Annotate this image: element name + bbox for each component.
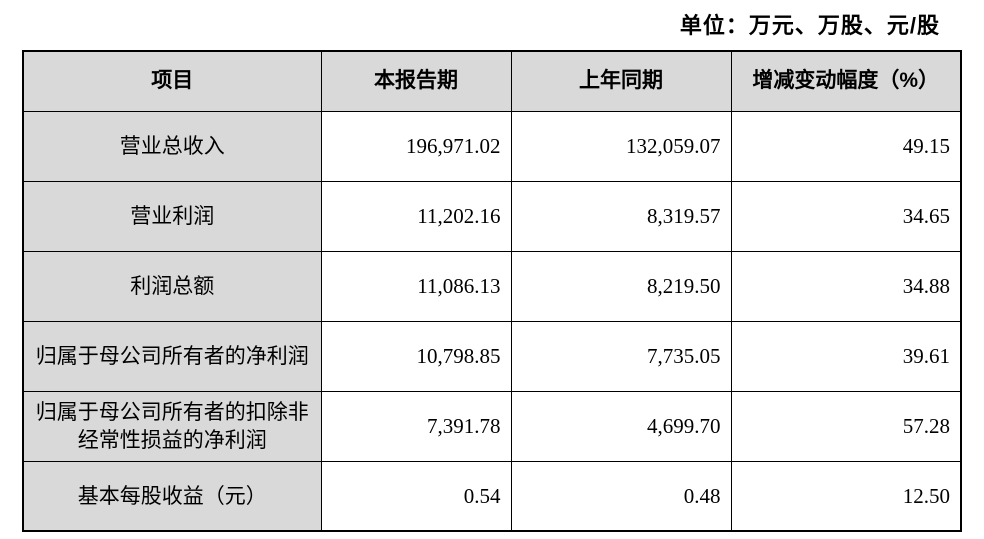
row-change-value: 49.15 — [730, 110, 962, 182]
row-change-value: 34.88 — [730, 250, 962, 322]
table-header-row: 项目 本报告期 上年同期 增减变动幅度（%） — [22, 50, 962, 112]
row-change-value: 12.50 — [730, 460, 962, 532]
table-row: 基本每股收益（元） 0.54 0.48 12.50 — [22, 460, 962, 532]
row-current-value: 11,086.13 — [320, 250, 512, 322]
financial-summary-table: 项目 本报告期 上年同期 增减变动幅度（%） 营业总收入 196,971.02 … — [22, 50, 962, 532]
unit-note: 单位：万元、万股、元/股 — [679, 13, 940, 38]
table-row: 营业利润 11,202.16 8,319.57 34.65 — [22, 180, 962, 252]
row-prior-value: 132,059.07 — [510, 110, 732, 182]
row-current-value: 10,798.85 — [320, 320, 512, 392]
header-change-pct: 增减变动幅度（%） — [730, 50, 962, 112]
table-row: 归属于母公司所有者的净利润 10,798.85 7,735.05 39.61 — [22, 320, 962, 392]
header-item: 项目 — [22, 50, 322, 112]
row-prior-value: 8,219.50 — [510, 250, 732, 322]
row-prior-value: 8,319.57 — [510, 180, 732, 252]
row-prior-value: 0.48 — [510, 460, 732, 532]
row-prior-value: 7,735.05 — [510, 320, 732, 392]
row-item-label: 营业总收入 — [22, 110, 322, 182]
row-current-value: 7,391.78 — [320, 390, 512, 462]
row-change-value: 39.61 — [730, 320, 962, 392]
row-prior-value: 4,699.70 — [510, 390, 732, 462]
table-row: 营业总收入 196,971.02 132,059.07 49.15 — [22, 110, 962, 182]
table-row: 利润总额 11,086.13 8,219.50 34.88 — [22, 250, 962, 322]
row-change-value: 57.28 — [730, 390, 962, 462]
row-item-label: 营业利润 — [22, 180, 322, 252]
row-current-value: 196,971.02 — [320, 110, 512, 182]
row-item-label: 归属于母公司所有者的扣除非经常性损益的净利润 — [22, 390, 322, 462]
row-item-label: 利润总额 — [22, 250, 322, 322]
row-item-label: 基本每股收益（元） — [22, 460, 322, 532]
table-row: 归属于母公司所有者的扣除非经常性损益的净利润 7,391.78 4,699.70… — [22, 390, 962, 462]
row-change-value: 34.65 — [730, 180, 962, 252]
header-prior-period: 上年同期 — [510, 50, 732, 112]
row-item-label: 归属于母公司所有者的净利润 — [22, 320, 322, 392]
row-current-value: 0.54 — [320, 460, 512, 532]
header-current-period: 本报告期 — [320, 50, 512, 112]
row-current-value: 11,202.16 — [320, 180, 512, 252]
